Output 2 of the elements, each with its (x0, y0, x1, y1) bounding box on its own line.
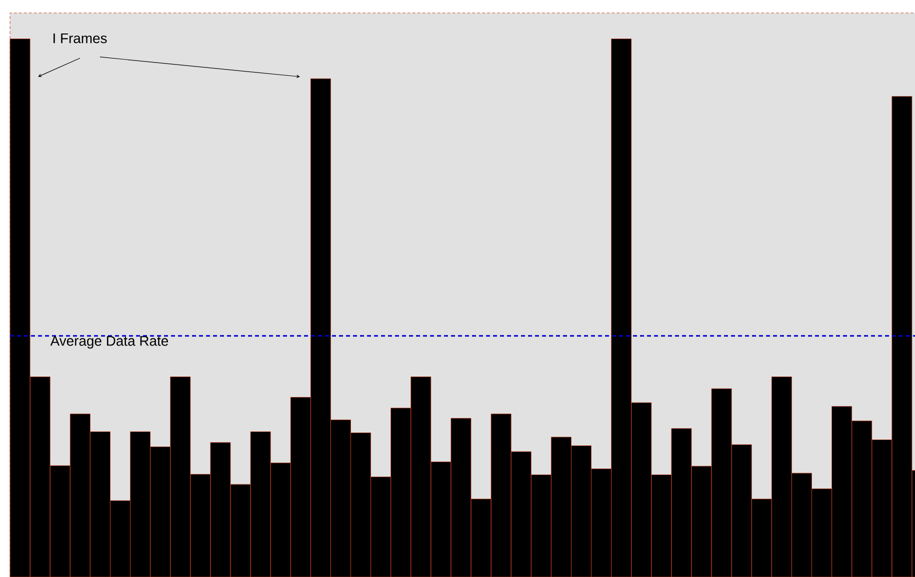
ref-line-label: Average Data Rate (50, 336, 168, 349)
annotation: I Frames (54, 34, 107, 44)
